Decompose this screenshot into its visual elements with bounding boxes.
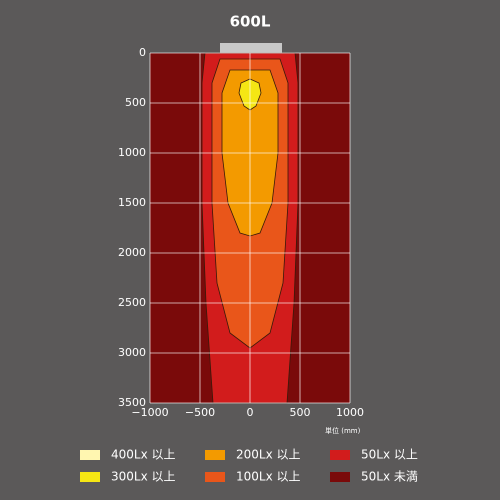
x-tick-label: 1000: [336, 406, 364, 419]
x-tick-label: −1000: [131, 406, 168, 419]
y-tick-label: 0: [139, 46, 146, 59]
chart-title: 600L: [230, 13, 271, 31]
legend-swatch: [80, 450, 100, 460]
y-tick-label: 1000: [118, 146, 146, 159]
legend-label: 50Lx 未満: [361, 470, 418, 484]
legend-swatch: [330, 472, 350, 482]
legend-label: 50Lx 以上: [361, 448, 418, 462]
lamp: [220, 43, 282, 53]
legend-swatch: [205, 472, 225, 482]
y-tick-label: 2500: [118, 296, 146, 309]
x-axis-label: 単位 (mm): [325, 426, 361, 435]
legend-label: 300Lx 以上: [111, 470, 176, 484]
x-tick-label: 0: [247, 406, 254, 419]
y-tick-label: 3500: [118, 396, 146, 409]
legend-label: 100Lx 以上: [236, 470, 301, 484]
y-tick-label: 500: [125, 96, 146, 109]
y-tick-label: 1500: [118, 196, 146, 209]
legend-swatch: [330, 450, 350, 460]
legend-label: 400Lx 以上: [111, 448, 176, 462]
legend-swatch: [80, 472, 100, 482]
legend-swatch: [205, 450, 225, 460]
x-tick-label: 500: [290, 406, 311, 419]
legend-label: 200Lx 以上: [236, 448, 301, 462]
x-tick-label: −500: [185, 406, 215, 419]
y-tick-label: 3000: [118, 346, 146, 359]
y-tick-label: 2000: [118, 246, 146, 259]
